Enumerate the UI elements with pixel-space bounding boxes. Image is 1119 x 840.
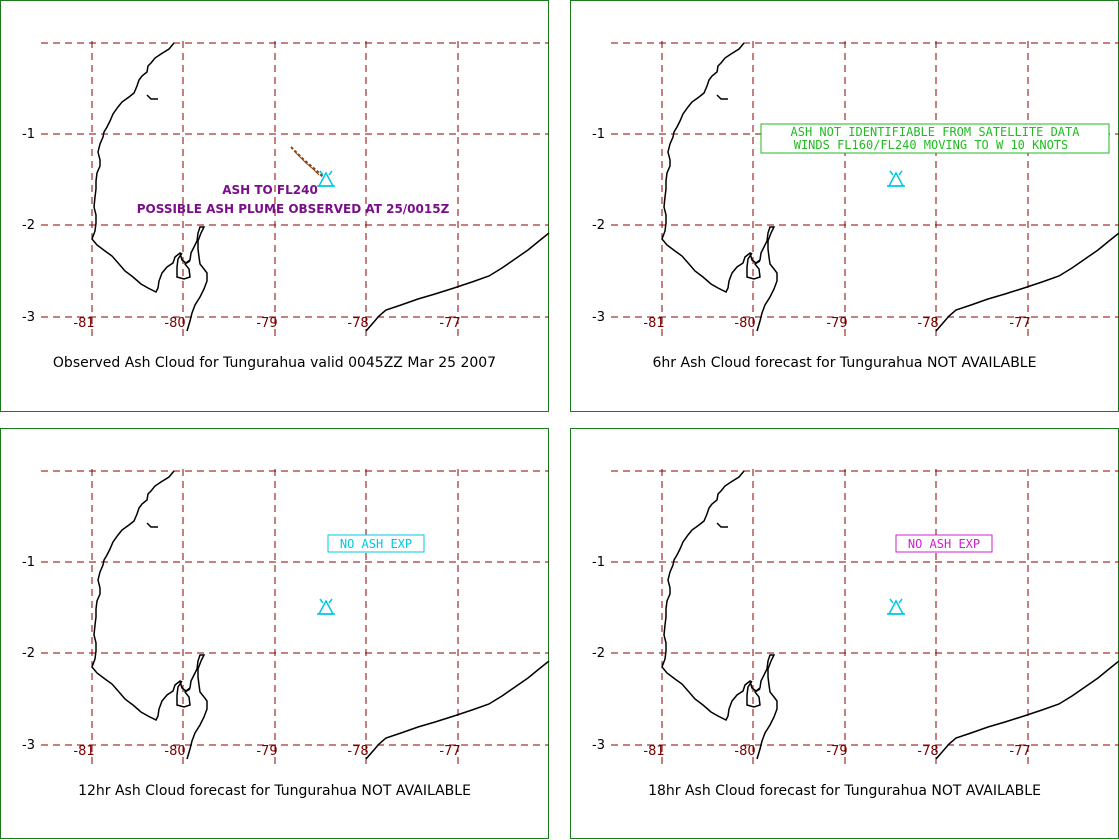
axis-ticks: -1 -2 -3 -81 -80 -79 -78 -77: [592, 127, 1031, 331]
coastline: [661, 42, 1119, 332]
volcano-icon: [887, 170, 905, 187]
map-observed: -1 -2 -3 -81 -80 -79 -78 -77 ASH TO FL240 POSSI…: [22, 41, 550, 341]
y-tick-label: -1: [592, 555, 605, 570]
ash-plume: [290, 146, 324, 178]
x-tick-label: -79: [826, 744, 847, 759]
x-tick-label: -81: [643, 316, 664, 331]
no-ash-box: [327, 534, 425, 553]
x-tick-label: -81: [73, 316, 94, 331]
x-tick-label: -78: [347, 744, 368, 759]
x-tick-label: -80: [734, 744, 755, 759]
grid-lines: [611, 41, 1119, 341]
panel-12hr: -1 -2 -3 -81 -80 -79 -78 -77 NO ASH EXP 12hr As…: [0, 428, 550, 839]
winds-text: WINDS FL160/FL240 MOVING TO W 10 KNOTS: [794, 138, 1069, 152]
panel-caption: 6hr Ash Cloud forecast for Tungurahua NO…: [652, 355, 1037, 371]
x-tick-label: -77: [1009, 316, 1030, 331]
x-tick-label: -81: [73, 744, 94, 759]
panel-6hr: -1 -2 -3 -81 -80 -79 -78 -77 ASH NOT IDENTIFIAB…: [570, 0, 1119, 412]
y-tick-label: -2: [22, 646, 35, 661]
grid-lines: [41, 41, 549, 341]
x-tick-label: -77: [439, 744, 460, 759]
x-tick-label: -80: [734, 316, 755, 331]
volcano-icon: [887, 598, 905, 615]
x-tick-label: -80: [164, 744, 185, 759]
y-tick-label: -3: [22, 738, 35, 753]
coastline: [91, 42, 550, 332]
x-tick-label: -78: [347, 316, 368, 331]
forecast-text-box: [760, 123, 1110, 154]
grid-lines: [611, 469, 1119, 769]
grid-lines: [41, 469, 549, 769]
map-18hr: -1 -2 -3 -81 -80 -79 -78 -77 NO ASH EXP: [592, 469, 1119, 769]
volcano-icon: [317, 170, 335, 187]
y-tick-label: -3: [592, 310, 605, 325]
y-tick-label: -2: [22, 218, 35, 233]
x-tick-label: -81: [643, 744, 664, 759]
panel-18hr: -1 -2 -3 -81 -80 -79 -78 -77 NO ASH EXP 18hr As…: [570, 428, 1119, 839]
x-tick-label: -79: [826, 316, 847, 331]
no-ash-text: NO ASH EXP: [340, 537, 412, 551]
coastline: [91, 470, 550, 760]
ash-status-text: ASH NOT IDENTIFIABLE FROM SATELLITE DATA: [791, 125, 1081, 139]
map-12hr: -1 -2 -3 -81 -80 -79 -78 -77 NO ASH EXP: [22, 469, 550, 769]
x-tick-label: -78: [917, 744, 938, 759]
x-tick-label: -78: [917, 316, 938, 331]
map-6hr: -1 -2 -3 -81 -80 -79 -78 -77 ASH NOT IDENTIFIAB…: [592, 41, 1119, 341]
y-tick-label: -1: [22, 127, 35, 142]
x-tick-label: -77: [439, 316, 460, 331]
plume-observed-label: POSSIBLE ASH PLUME OBSERVED AT 25/0015Z: [137, 202, 450, 216]
panel-caption: 12hr Ash Cloud forecast for Tungurahua N…: [78, 783, 471, 799]
no-ash-text: NO ASH EXP: [908, 537, 980, 551]
y-tick-label: -1: [592, 127, 605, 142]
panel-caption: Observed Ash Cloud for Tungurahua valid …: [52, 355, 497, 371]
y-tick-label: -2: [592, 218, 605, 233]
y-tick-label: -2: [592, 646, 605, 661]
axis-ticks: -1 -2 -3 -81 -80 -79 -78 -77: [592, 555, 1031, 759]
ash-height-label: ASH TO FL240: [222, 183, 318, 197]
volcano-icon: [317, 598, 335, 615]
panel-observed: -1 -2 -3 -81 -80 -79 -78 -77 ASH TO FL240 POSSI…: [0, 0, 550, 412]
axis-ticks: -1 -2 -3 -81 -80 -79 -78 -77: [22, 555, 461, 759]
x-tick-label: -80: [164, 316, 185, 331]
coastline: [661, 470, 1119, 760]
axis-ticks: -1 -2 -3 -81 -80 -79 -78 -77: [22, 127, 461, 331]
y-tick-label: -3: [592, 738, 605, 753]
panel-caption: 18hr Ash Cloud forecast for Tungurahua N…: [648, 783, 1041, 799]
x-tick-label: -79: [256, 316, 277, 331]
y-tick-label: -3: [22, 310, 35, 325]
no-ash-box: [895, 534, 993, 553]
y-tick-label: -1: [22, 555, 35, 570]
x-tick-label: -79: [256, 744, 277, 759]
x-tick-label: -77: [1009, 744, 1030, 759]
